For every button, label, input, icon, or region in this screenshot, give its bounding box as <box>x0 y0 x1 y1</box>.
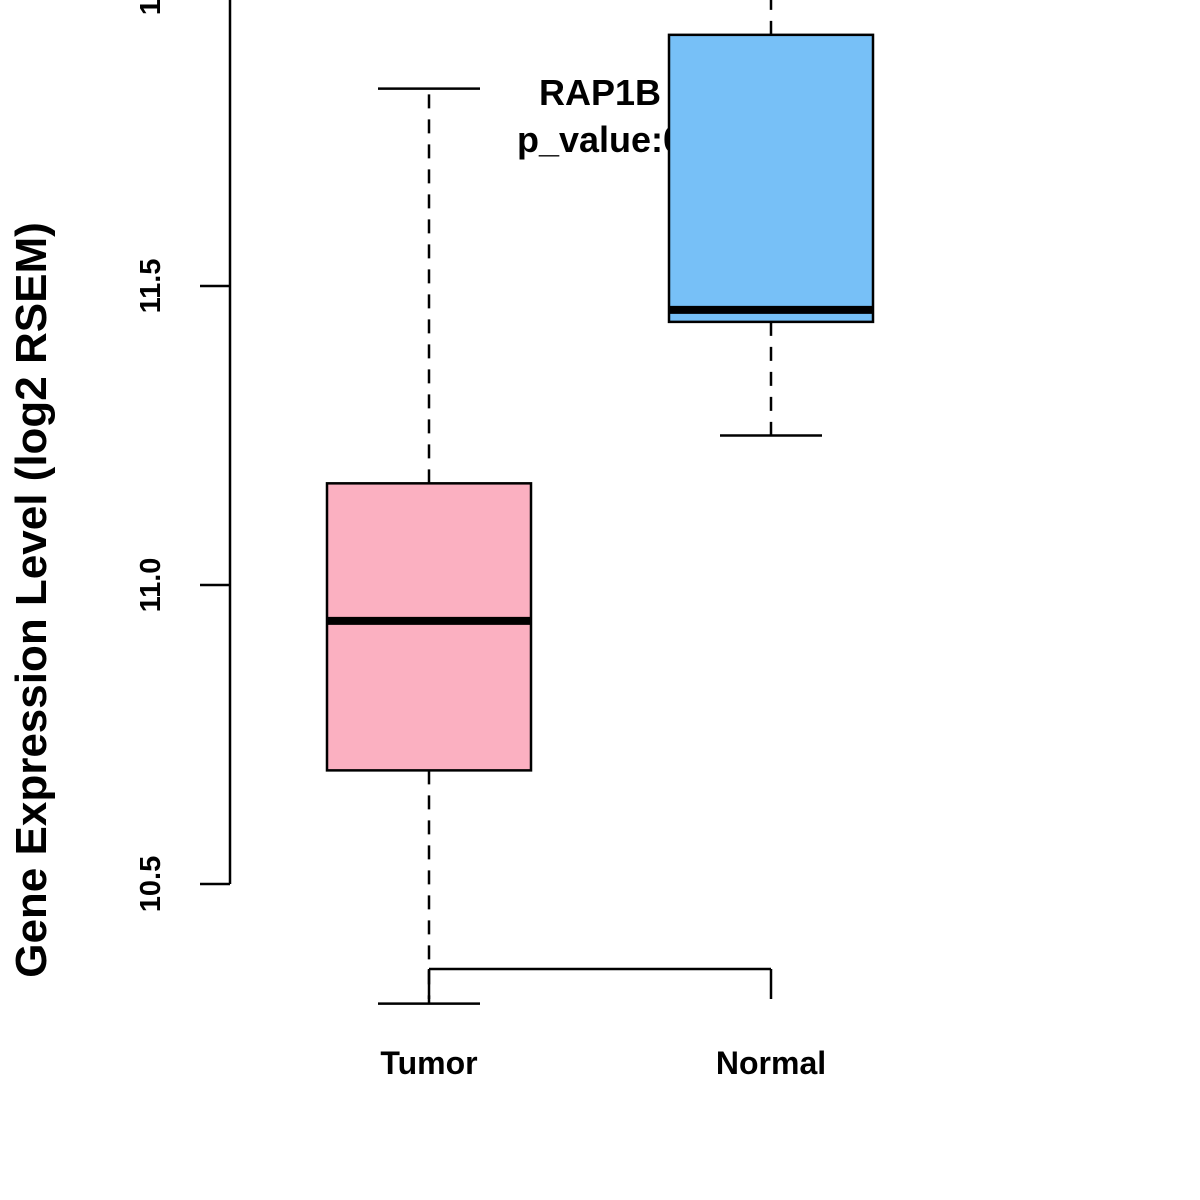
box-normal <box>667 0 875 437</box>
iqr-box <box>667 33 875 324</box>
y-axis: 10.511.011.512.012.5 <box>135 0 232 912</box>
x-tick-label: Normal <box>716 1045 826 1081</box>
x-axis: Tumor Normal <box>380 967 826 1081</box>
y-tick-label: 11.5 <box>135 259 167 314</box>
boxes <box>325 0 875 1005</box>
y-tick-label: 10.5 <box>135 856 167 912</box>
x-tick-label: Tumor <box>380 1045 477 1081</box>
chart-title: RAP1B <box>539 72 661 113</box>
y-axis-label: Gene Expression Level (log2 RSEM) <box>7 222 56 978</box>
y-tick-label: 11.0 <box>135 558 167 613</box>
y-tick-label: 12.0 <box>135 0 167 15</box>
box-tumor <box>325 87 533 1005</box>
iqr-box <box>325 482 533 772</box>
chart-subtitle: p_value:0 <box>517 119 683 160</box>
